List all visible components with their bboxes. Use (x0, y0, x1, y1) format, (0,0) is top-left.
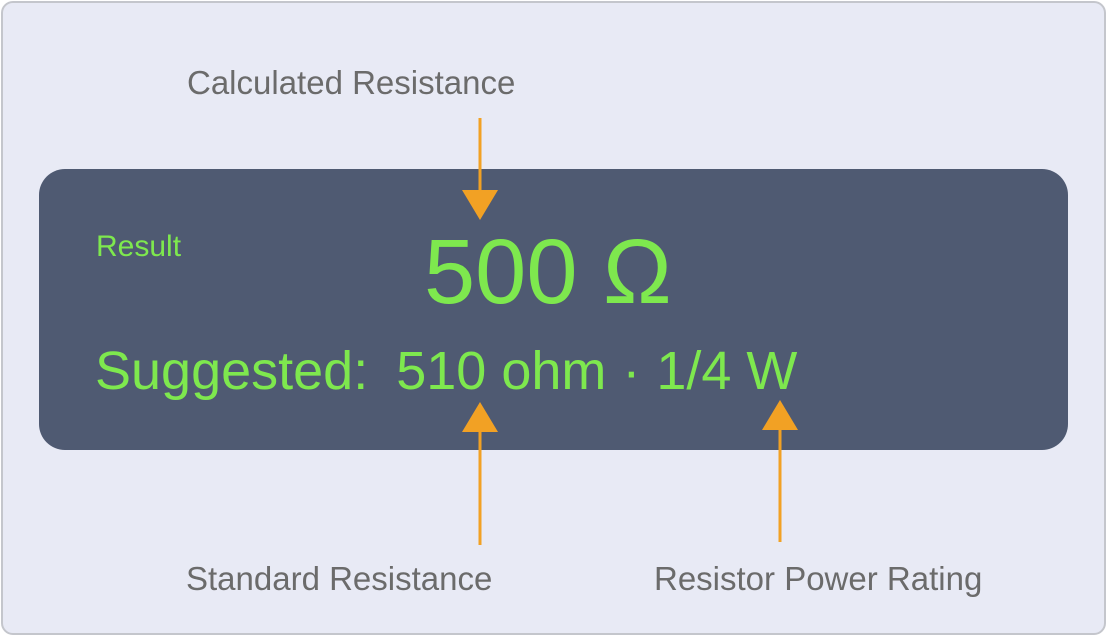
result-panel (39, 169, 1068, 450)
power-rating-caption: Resistor Power Rating (654, 560, 983, 597)
suggested-power-value: 1/4 W (656, 341, 798, 401)
separator-dot: · (622, 341, 641, 401)
suggested-row: Suggested: 510 ohm · 1/4 W (95, 340, 797, 402)
suggested-resistance-value: 510 ohm (396, 341, 607, 401)
suggested-label: Suggested: (95, 341, 369, 401)
standard-resistance-caption: Standard Resistance (186, 560, 493, 597)
calculated-resistance-caption: Calculated Resistance (187, 64, 516, 101)
calculated-resistance-value: 500 Ω (424, 221, 672, 323)
result-label: Result (96, 230, 182, 263)
